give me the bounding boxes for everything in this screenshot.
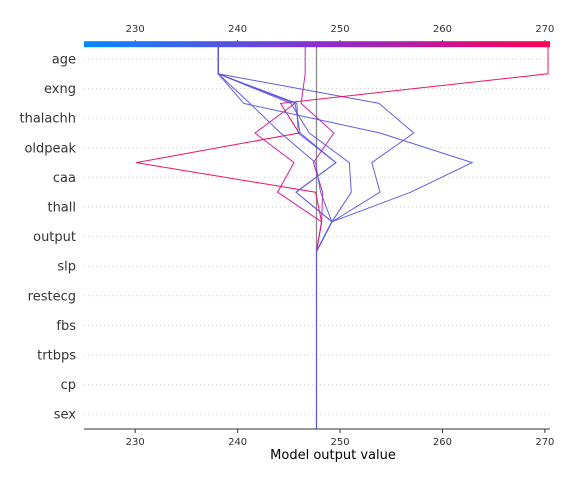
x-tick-label-top: 260 — [433, 24, 452, 35]
feature-label-exng: exng — [44, 82, 76, 97]
feature-label-cp: cp — [61, 378, 76, 393]
colorbar — [84, 41, 550, 48]
x-tick-label-bottom: 270 — [535, 437, 554, 448]
x-tick-label-top: 270 — [535, 24, 554, 35]
x-tick-label-bottom: 230 — [126, 437, 145, 448]
x-axis-label: Model output value — [270, 448, 396, 463]
colorbar-gradient — [84, 41, 550, 48]
x-tick-label-top: 250 — [330, 24, 349, 35]
feature-label-output: output — [33, 230, 76, 245]
feature-label-fbs: fbs — [56, 319, 76, 334]
decision-line-6 — [217, 44, 333, 429]
decision-line-8 — [217, 44, 337, 429]
feature-label-sex: sex — [54, 408, 77, 423]
feature-label-restecg: restecg — [28, 289, 76, 304]
feature-label-slp: slp — [57, 260, 76, 275]
decision-line-9 — [217, 44, 337, 429]
decision-line-3 — [136, 44, 549, 429]
decision-lines — [136, 44, 549, 429]
feature-label-trtbps: trtbps — [37, 349, 76, 364]
feature-labels: sex cp trtbps fbs restecg slp output thall caa ol… — [19, 53, 76, 423]
feature-label-oldpeak: oldpeak — [24, 141, 76, 156]
feature-label-thalachh: thalachh — [19, 112, 76, 127]
tick-labels: 230 230 240 240 250 250 260 260 270 270 Model outp… — [126, 24, 555, 463]
feature-label-caa: caa — [53, 171, 76, 186]
x-tick-label-top: 240 — [228, 24, 247, 35]
x-tick-label-bottom: 260 — [433, 437, 452, 448]
feature-label-thall: thall — [47, 201, 76, 216]
feature-label-age: age — [52, 53, 76, 68]
x-tick-label-top: 230 — [126, 24, 145, 35]
x-tick-label-bottom: 250 — [330, 437, 349, 448]
decision-line-2 — [217, 44, 323, 429]
x-tick-label-bottom: 240 — [228, 437, 247, 448]
